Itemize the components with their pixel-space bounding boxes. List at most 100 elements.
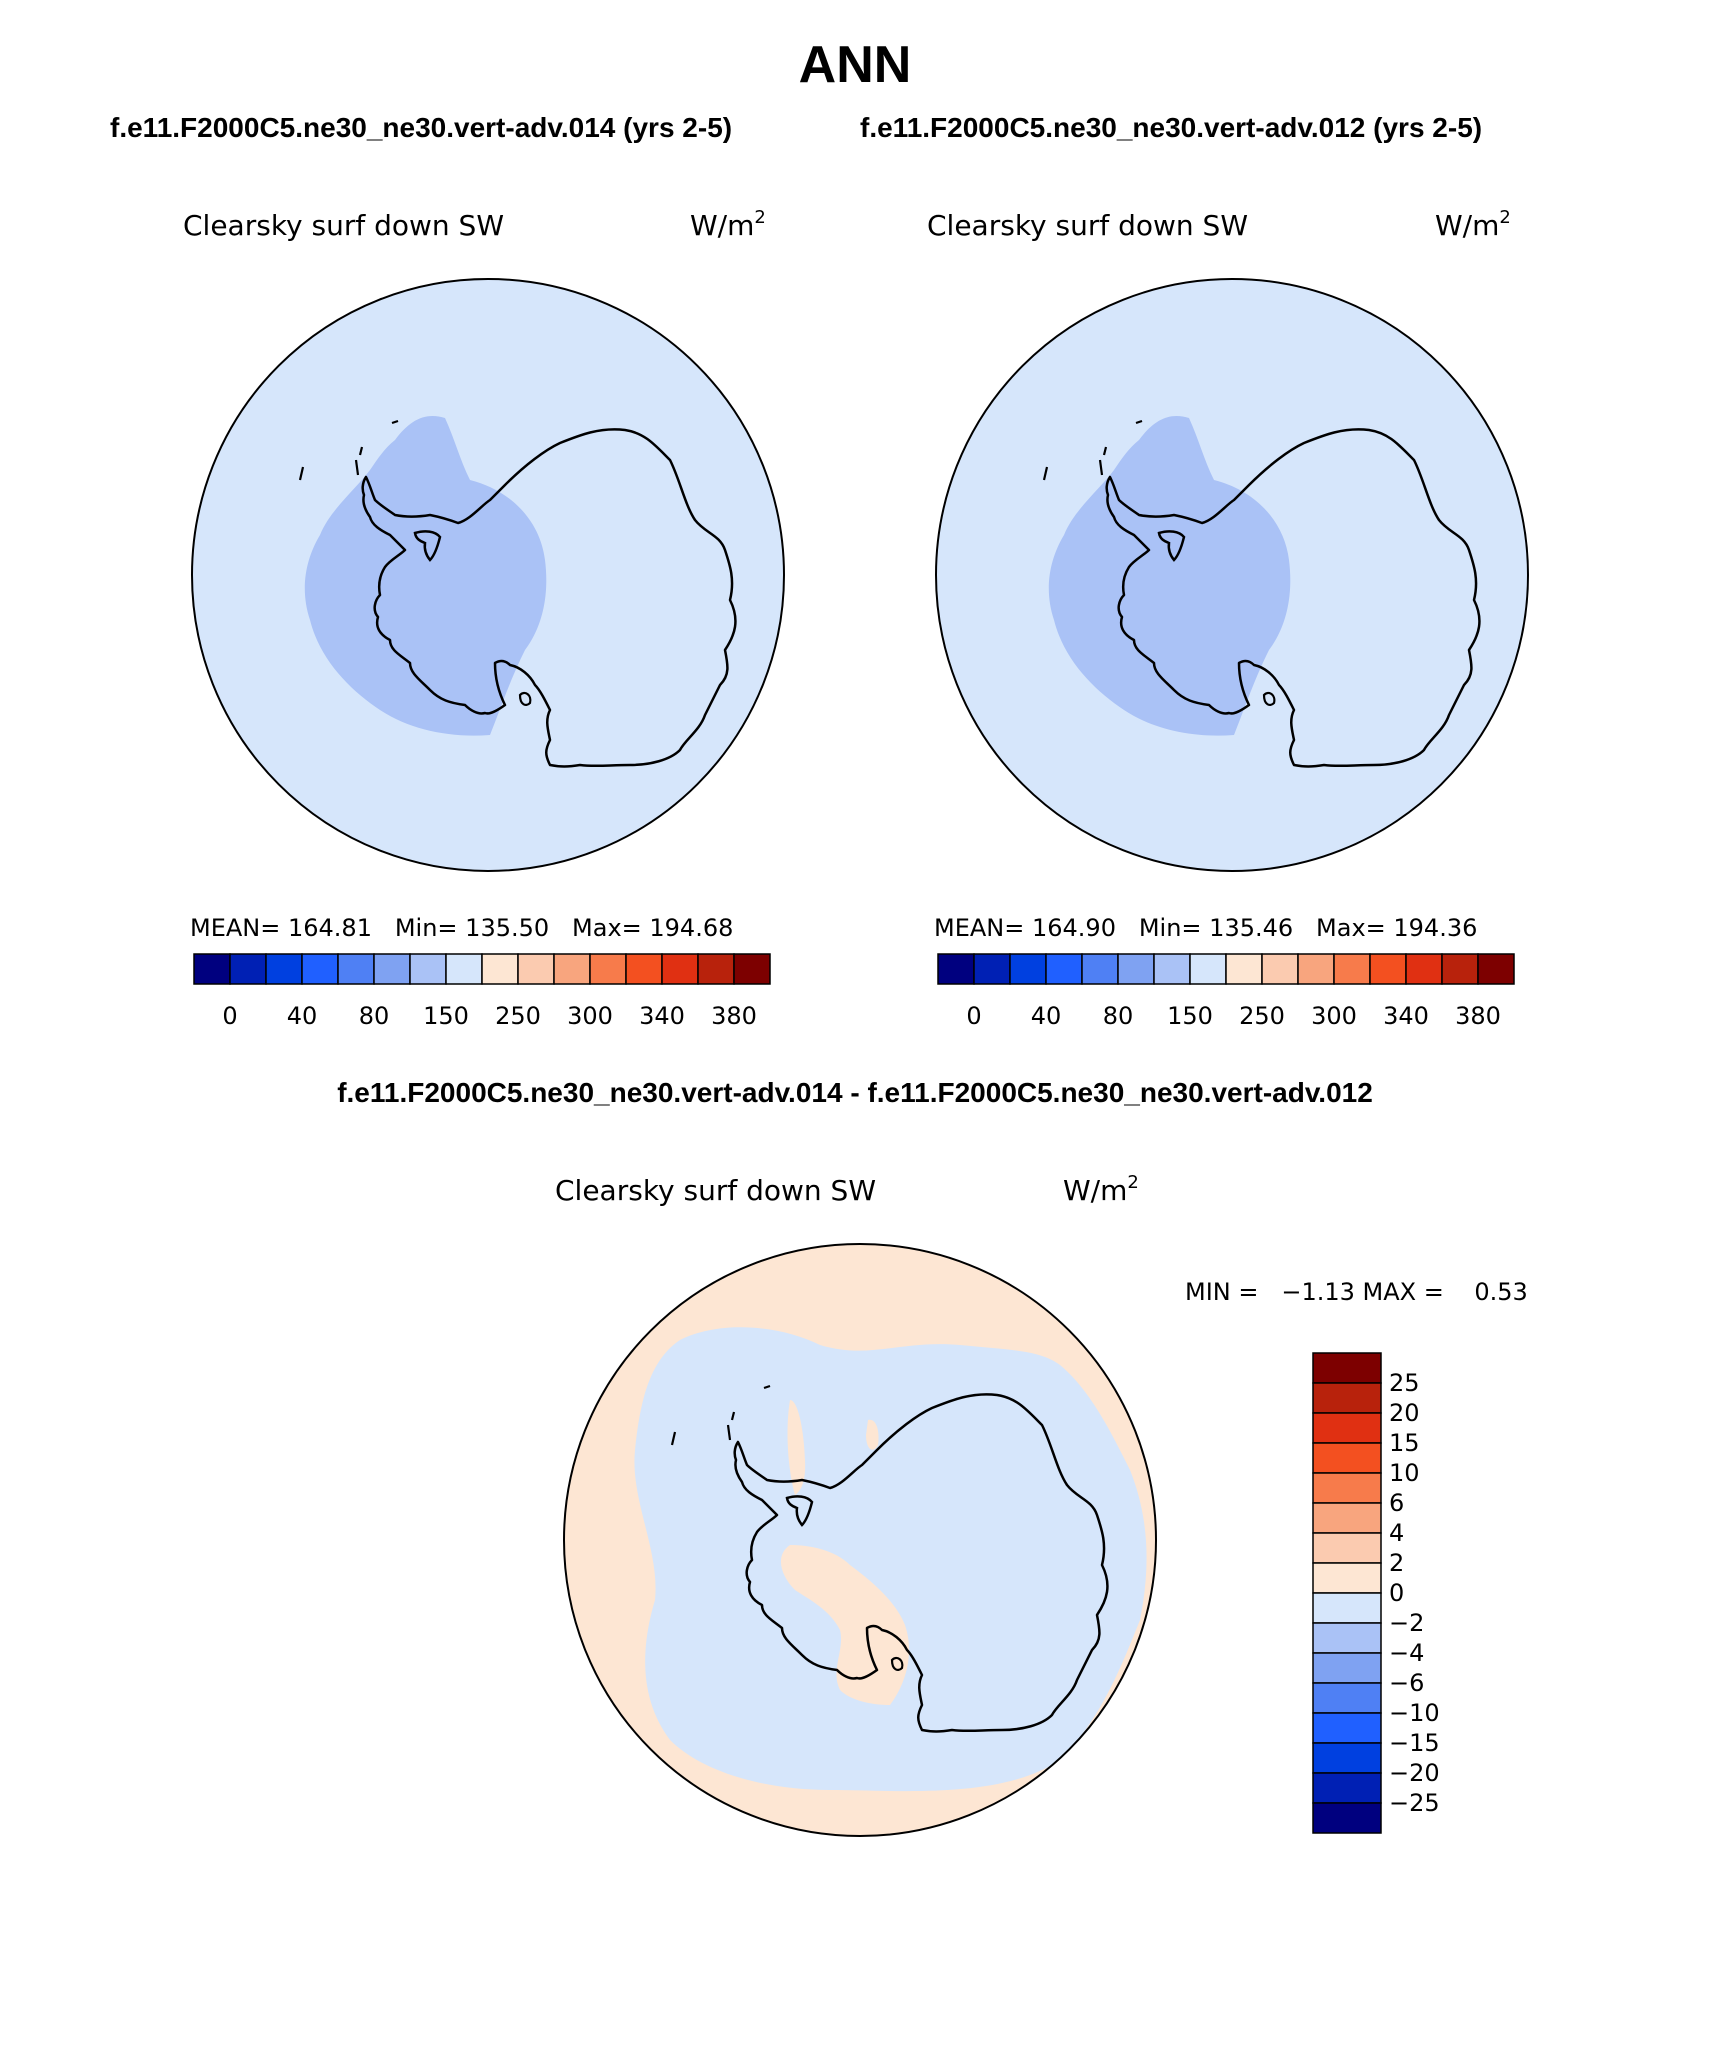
map-boundary [191,278,785,872]
colorbar-left-swatch [265,953,303,985]
colorbar-left-tick-label: 0 [222,1002,237,1030]
map-boundary [935,278,1529,872]
colorbar-right-swatch [1225,953,1263,985]
colorbar-right-tick-label: 150 [1167,1002,1213,1030]
colorbar-left-tick-label: 300 [567,1002,613,1030]
panel-diff-variable: Clearsky surf down SW [555,1174,876,1207]
colorbar-difference-swatch [1312,1472,1382,1504]
colorbar-difference-tick-label: 0 [1389,1579,1404,1607]
positive-patch [787,1400,806,1495]
colorbar-right-tick-label: 340 [1383,1002,1429,1030]
colorbar-difference-swatch [1312,1562,1382,1594]
positive-patch [780,1545,910,1705]
colorbar-difference-tick-label: −6 [1389,1669,1424,1697]
colorbar-left-swatch [409,953,447,985]
colorbar-difference-swatch [1312,1592,1382,1624]
colorbar-left-swatch [373,953,411,985]
map-difference [563,1243,1157,1837]
colorbar-right-tick-label: 80 [1103,1002,1134,1030]
panel-left-variable: Clearsky surf down SW [183,209,504,242]
colorbar-left-swatch [229,953,267,985]
panel-left: Clearsky surf down SW W/m2 MEAN= 164.81 … [183,207,785,1030]
colorbar-right-swatch [1441,953,1479,985]
colorbar-right-swatch [1045,953,1083,985]
colorbar-difference-swatch [1312,1742,1382,1774]
figure-title: ANN [799,36,912,94]
colorbar-difference-swatch [1312,1502,1382,1534]
colorbar-left-swatch [193,953,231,985]
panel-left-units: W/m2 [690,207,766,242]
colorbar-difference-tick-label: 6 [1389,1489,1404,1517]
colorbar-right-swatch [1117,953,1155,985]
colorbar-left-swatch [517,953,555,985]
colorbar-right-swatch [1189,953,1227,985]
positive-patch [866,1419,879,1450]
panel-right-units: W/m2 [1435,207,1511,242]
colorbar-left-swatch [697,953,735,985]
colorbar-right-tick-label: 0 [966,1002,981,1030]
colorbar-right-tick-label: 380 [1455,1002,1501,1030]
colorbar-right-swatch [973,953,1011,985]
colorbar-difference-swatch [1312,1682,1382,1714]
colorbar-left-swatch [661,953,699,985]
colorbar-difference-tick-label: 15 [1389,1429,1420,1457]
panel-diff-stats: MIN = −1.13 MAX = 0.53 [1185,1278,1528,1306]
colorbar-difference-swatch [1312,1382,1382,1414]
panel-right-variable: Clearsky surf down SW [927,209,1248,242]
colorbar-difference-tick-label: −25 [1389,1789,1440,1817]
colorbar-difference-swatch [1312,1412,1382,1444]
colorbar-left: 0 40 80 150 250 300 340 380 [193,953,771,1030]
colorbar-left-swatch [589,953,627,985]
colorbar-right-swatch [1009,953,1047,985]
colorbar-left-swatch [553,953,591,985]
colorbar-difference-swatch [1312,1772,1382,1804]
colorbar-right-swatch [1477,953,1515,985]
colorbar-right-tick-label: 250 [1239,1002,1285,1030]
colorbar-difference-tick-label: −2 [1389,1609,1424,1637]
colorbar-left-tick-label: 340 [639,1002,685,1030]
west-antarctica-field [304,416,547,736]
colorbar-difference-tick-label: 25 [1389,1369,1420,1397]
colorbar-right-swatch [1081,953,1119,985]
colorbar-right-tick-label: 300 [1311,1002,1357,1030]
colorbar-left-swatch [625,953,663,985]
panel-right-stats: MEAN= 164.90 Min= 135.46 Max= 194.36 [934,914,1477,942]
map-right [935,278,1529,872]
colorbar-difference-swatch [1312,1442,1382,1474]
colorbar-right-swatch [1369,953,1407,985]
colorbar-left-swatch [337,953,375,985]
colorbar-difference-swatch [1312,1802,1382,1834]
colorbar-difference-tick-label: −15 [1389,1729,1440,1757]
case-left-label: f.e11.F2000C5.ne30_ne30.vert-adv.014 (yr… [110,112,732,143]
colorbar-left-swatch [301,953,339,985]
west-antarctica-field [1048,416,1291,736]
colorbar-left-tick-label: 250 [495,1002,541,1030]
colorbar-right-tick-label: 40 [1031,1002,1062,1030]
colorbar-left-tick-label: 80 [359,1002,390,1030]
colorbar-left-tick-label: 380 [711,1002,757,1030]
panel-right: Clearsky surf down SW W/m2 MEAN= 164.90 … [927,207,1529,1030]
colorbar-right-swatch [1261,953,1299,985]
colorbar-right-swatch [937,953,975,985]
colorbar-left-tick-label: 40 [287,1002,318,1030]
negative-field [634,1327,1147,1792]
colorbar-difference-swatch [1312,1712,1382,1744]
colorbar-right: 0 40 80 150 250 300 340 380 [937,953,1515,1030]
colorbar-difference-tick-label: 4 [1389,1519,1404,1547]
colorbar-difference-tick-label: −4 [1389,1639,1424,1667]
panel-left-stats: MEAN= 164.81 Min= 135.50 Max= 194.68 [190,914,733,942]
colorbar-difference-tick-label: 2 [1389,1549,1404,1577]
colorbar-left-swatch [733,953,771,985]
colorbar-left-swatch [481,953,519,985]
colorbar-difference-swatch [1312,1622,1382,1654]
case-right-label: f.e11.F2000C5.ne30_ne30.vert-adv.012 (yr… [860,112,1482,143]
colorbar-difference-tick-label: −20 [1389,1759,1440,1787]
colorbar-difference-swatch [1312,1532,1382,1564]
colorbar-right-swatch [1153,953,1191,985]
colorbar-difference-tick-label: −10 [1389,1699,1440,1727]
colorbar-difference-swatch [1312,1652,1382,1684]
colorbar-left-swatch [445,953,483,985]
map-left [191,278,785,872]
